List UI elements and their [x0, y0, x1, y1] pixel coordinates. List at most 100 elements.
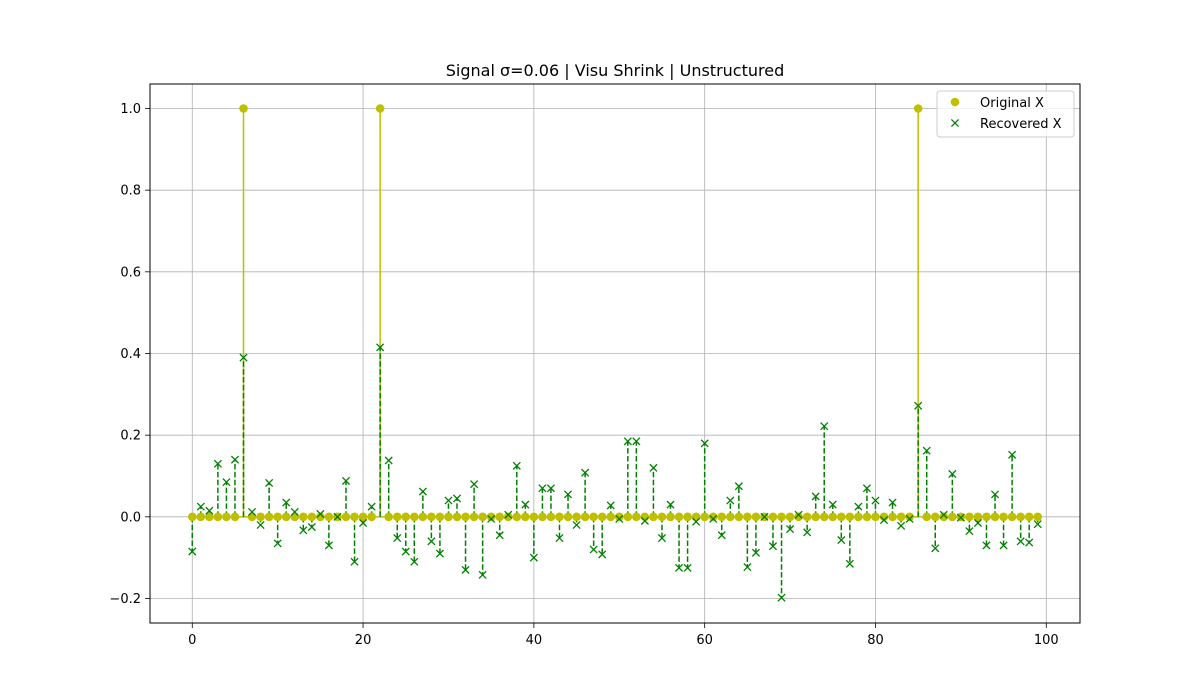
recovered-point — [581, 468, 590, 477]
recovered-point — [222, 478, 231, 487]
y-tick-label: 0.4 — [120, 347, 141, 362]
recovered-point — [623, 437, 632, 446]
original-point — [358, 512, 368, 522]
original-point — [529, 512, 539, 522]
recovered-point — [965, 527, 974, 536]
original-point — [495, 512, 505, 522]
recovered-point — [760, 512, 769, 521]
recovered-point — [751, 548, 760, 557]
recovered-point — [504, 510, 513, 519]
recovered-point — [307, 522, 316, 532]
original-point — [939, 512, 949, 522]
recovered-point — [265, 478, 274, 488]
original-point — [375, 104, 385, 113]
legend: Original X Recovered X — [936, 90, 1075, 138]
original-point — [469, 512, 479, 522]
recovered-point — [888, 498, 897, 507]
recovered-point — [290, 507, 299, 516]
x-tick-label: 80 — [867, 633, 884, 648]
recovered-point — [247, 507, 257, 516]
original-point — [247, 512, 257, 522]
recovered-point — [555, 534, 564, 543]
original-point — [982, 512, 991, 522]
recovered-point — [828, 500, 837, 509]
original-point — [802, 512, 812, 522]
recovered-point — [410, 557, 419, 566]
recovered-point — [435, 549, 444, 558]
recovered-point — [657, 534, 667, 543]
original-point — [965, 512, 974, 522]
recovered-point — [794, 510, 803, 519]
original-point — [264, 512, 274, 522]
recovered-point — [606, 501, 615, 510]
original-point — [1007, 512, 1017, 522]
original-point — [239, 104, 248, 113]
original-point — [196, 512, 206, 522]
recovered-point — [854, 502, 863, 511]
recovered-point — [299, 526, 308, 535]
recovered-point — [478, 570, 487, 579]
recovered-point — [538, 484, 547, 493]
original-point — [734, 512, 744, 522]
original-point — [521, 512, 530, 522]
original-point — [606, 512, 616, 522]
markers — [187, 104, 1043, 602]
original-point — [1016, 512, 1025, 522]
recovered-point — [418, 487, 427, 496]
recovered-point — [811, 492, 820, 501]
recovered-point — [359, 518, 368, 528]
recovered-point — [948, 469, 957, 479]
legend-original-marker — [950, 97, 960, 107]
original-point — [768, 512, 778, 522]
x-tick-label: 100 — [1034, 633, 1059, 648]
original-point — [871, 512, 880, 522]
y-tick-label: 0.8 — [120, 184, 141, 199]
original-point — [461, 512, 470, 522]
original-point — [649, 512, 658, 522]
recovered-point — [521, 500, 530, 509]
original-point — [427, 512, 436, 522]
recovered-point — [1016, 537, 1025, 546]
recovered-point — [546, 484, 556, 493]
original-point — [691, 512, 701, 522]
recovered-point — [273, 539, 282, 548]
original-point — [948, 512, 957, 522]
original-point — [230, 512, 240, 522]
original-point — [708, 512, 718, 522]
recovered-point — [845, 559, 854, 568]
legend-recovered-label: Recovered X — [980, 117, 1062, 132]
original-point — [632, 512, 641, 522]
recovered-point — [666, 500, 675, 509]
recovered-point — [803, 528, 812, 537]
original-point — [367, 512, 376, 522]
recovered-point — [495, 531, 504, 540]
recovered-point — [367, 502, 376, 511]
original-point — [717, 512, 727, 522]
original-point — [1024, 512, 1034, 522]
original-point — [572, 512, 581, 522]
original-point — [794, 512, 803, 522]
original-point — [785, 512, 795, 522]
original-point — [410, 512, 419, 522]
recovered-point — [999, 541, 1008, 550]
recovered-point — [692, 517, 701, 526]
recovered-point — [726, 496, 735, 505]
recovered-point — [1033, 520, 1042, 529]
original-point — [589, 512, 598, 522]
recovered-point — [683, 563, 692, 572]
original-point — [324, 512, 334, 522]
original-point — [743, 512, 752, 522]
recovered-point — [512, 461, 521, 470]
recovered-point — [649, 463, 658, 472]
recovered-point — [239, 353, 248, 362]
original-point — [273, 512, 282, 522]
original-point — [222, 512, 231, 522]
original-point — [930, 512, 940, 522]
legend-box — [936, 90, 1075, 138]
original-point — [700, 512, 709, 522]
original-point — [905, 512, 914, 522]
original-point — [828, 512, 838, 522]
recovered-point — [487, 514, 496, 523]
original-point — [298, 512, 308, 522]
